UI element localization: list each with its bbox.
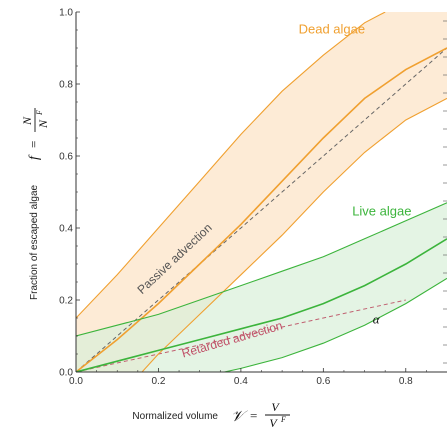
y-tick-label: 0.2 [59, 296, 73, 307]
y-tick-label: 0.4 [59, 224, 73, 235]
y-tick-label: 1.0 [59, 8, 73, 19]
dead-algae-upper-line [76, 12, 386, 319]
svg-text:f: f [27, 154, 42, 160]
svg-text:F: F [280, 415, 286, 424]
x-tick-label: 0.2 [151, 376, 165, 387]
y-tick-label: 0.0 [59, 368, 73, 379]
retarded-advection-line [76, 299, 406, 372]
x-tick-label: 0.4 [234, 376, 248, 387]
svg-text:N: N [36, 119, 50, 129]
dead-algae-band [76, 12, 447, 372]
x-tick-label: 0.6 [316, 376, 330, 387]
svg-text:V: V [271, 400, 280, 414]
svg-text:N: N [20, 116, 34, 126]
x-axis-label: Normalized volume [132, 411, 218, 422]
series-label: Dead algae [299, 22, 366, 37]
svg-text:𝒱: 𝒱 [231, 409, 248, 425]
annotation-label: α [373, 311, 381, 326]
svg-text:=: = [250, 408, 257, 423]
svg-text:=: = [26, 141, 41, 148]
y-tick-label: 0.6 [59, 152, 73, 163]
dead-algae-center-line [76, 47, 447, 372]
y-axis-formula: f = N N F [20, 108, 50, 160]
x-tick-label: 0.0 [69, 376, 83, 387]
live-algae-upper-line [76, 202, 447, 337]
live-algae-center-line [76, 238, 447, 372]
y-axis-label: Fraction of escaped algae [29, 184, 40, 300]
svg-text:F: F [35, 110, 44, 116]
x-tick-label: 0.8 [399, 376, 413, 387]
x-axis-formula: 𝒱 = V V F [231, 400, 290, 430]
passive-advection-line [76, 47, 447, 372]
y-tick-label: 0.8 [59, 80, 73, 91]
svg-text:V: V [269, 416, 278, 430]
dead-algae-lower-line [141, 97, 447, 372]
series-label: Live algae [352, 203, 411, 218]
